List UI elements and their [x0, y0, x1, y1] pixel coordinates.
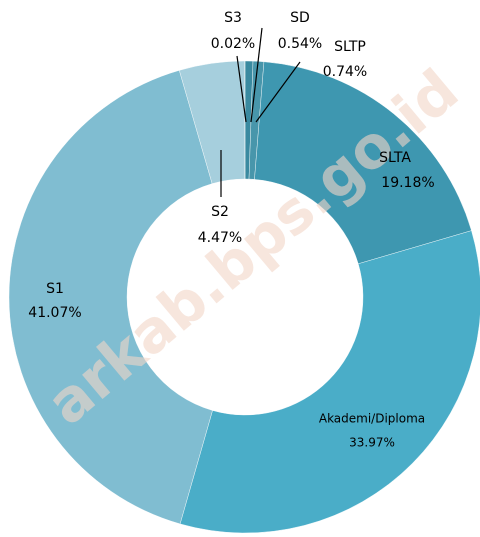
leader-line — [250, 27, 263, 123]
slice-label: Akademi/Diploma — [319, 412, 425, 426]
value-label: 41.07% — [28, 305, 81, 321]
donut-slice — [254, 61, 472, 265]
value-label: 0.02% — [211, 36, 255, 52]
value-label: 0.74% — [323, 64, 367, 80]
value-label: 0.54% — [278, 36, 322, 52]
value-label: 4.47% — [198, 230, 242, 246]
slice-label: SD — [290, 10, 310, 26]
value-label: 33.97% — [349, 436, 395, 450]
slice-label: SLTP — [334, 39, 366, 55]
leader-line — [236, 55, 247, 123]
value-label: 19.18% — [381, 175, 434, 191]
slice-label: S2 — [211, 204, 229, 220]
leader-line — [255, 61, 301, 123]
slice-label: SLTA — [379, 150, 411, 166]
donut-slice — [179, 230, 480, 534]
slice-label: S3 — [224, 10, 242, 26]
slice-label: S1 — [46, 281, 64, 297]
